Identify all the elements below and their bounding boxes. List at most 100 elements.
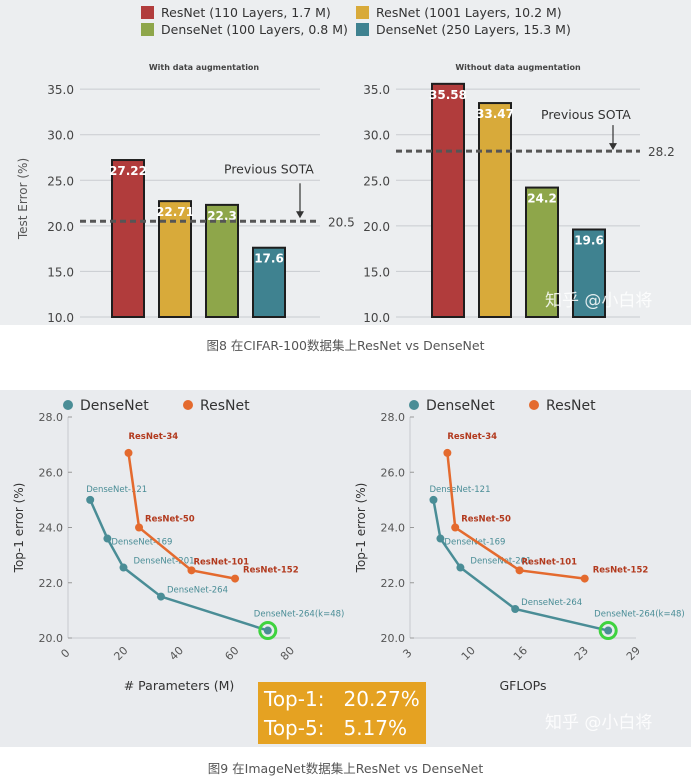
- legend-marker: [409, 400, 419, 410]
- y-tick-label: 15.0: [47, 265, 74, 279]
- top5-result: Top-5: 5.17%: [264, 716, 408, 740]
- x-axis-label: GFLOPs: [499, 678, 546, 693]
- x-tick-label: 23: [572, 644, 591, 663]
- point-label: ResNet-34: [128, 432, 178, 442]
- y-tick-label: 10.0: [363, 311, 390, 325]
- legend-label: DenseNet (250 Layers, 15.3 M): [376, 22, 571, 37]
- bar-value-label: 22.71: [156, 205, 194, 219]
- data-point: [135, 523, 144, 532]
- data-point: [443, 448, 452, 457]
- bar: [431, 82, 465, 318]
- y-tick-label: 25.0: [47, 174, 74, 188]
- x-tick-label: 40: [167, 644, 186, 663]
- figure8-caption: 图8 在CIFAR-100数据集上ResNet vs DenseNet: [206, 338, 485, 353]
- series-line: [127, 452, 236, 580]
- point-label: DenseNet-264: [521, 598, 582, 608]
- data-point: [263, 626, 272, 635]
- x-tick-label: 0: [58, 646, 72, 660]
- y-tick-label: 35.0: [363, 83, 390, 97]
- legend-label: DenseNet: [80, 398, 149, 414]
- data-point: [119, 563, 128, 572]
- data-point: [451, 523, 460, 532]
- x-tick-label: 20: [111, 644, 130, 663]
- highlight-ring: [598, 621, 618, 641]
- x-tick-label: 16: [511, 644, 530, 663]
- x-tick-label: 3: [400, 646, 414, 660]
- sota-arrowhead: [296, 211, 304, 219]
- x-tick-label: 80: [278, 644, 297, 663]
- chart-title: Without data augmentation: [455, 63, 581, 72]
- y-tick-label: 20.0: [39, 632, 64, 645]
- bar: [525, 186, 559, 318]
- point-label: DenseNet-264: [167, 586, 228, 596]
- bar-value-label: 27.22: [109, 164, 147, 178]
- data-point: [103, 534, 112, 543]
- imagenet-result-box: Top-1: 20.27% Top-5: 5.17%: [258, 682, 426, 744]
- point-label: DenseNet-201: [470, 557, 531, 567]
- imagenet-line-charts: 20.0 22.0 24.0 26.0 28.0 0 20 40 60 80 Top-1 error…: [12, 398, 685, 693]
- y-tick-label: 20.0: [363, 220, 390, 234]
- y-axis-label: Top-1 error (%): [12, 483, 26, 574]
- point-label: DenseNet-121: [86, 485, 147, 495]
- bar: [111, 159, 145, 318]
- bar: [252, 246, 286, 319]
- data-point: [86, 495, 95, 504]
- cifar-figure: ResNet (110 Layers, 1.7 M) ResNet (1001 L…: [0, 0, 691, 325]
- watermark-imagenet: 知乎 @小白将: [545, 713, 653, 733]
- legend-swatch: [141, 23, 154, 36]
- point-label: DenseNet-264(k=48): [254, 610, 345, 620]
- legend-swatch: [356, 23, 369, 36]
- point-label: ResNet-50: [145, 515, 195, 525]
- highlight-ring: [258, 621, 278, 641]
- x-tick-label: 10: [459, 644, 478, 663]
- point-label: DenseNet-169: [111, 538, 172, 548]
- data-point: [511, 604, 520, 613]
- data-point: [156, 592, 165, 601]
- point-label: ResNet-34: [447, 432, 497, 442]
- cifar-bar-charts: ResNet (110 Layers, 1.7 M) ResNet (1001 L…: [16, 5, 675, 325]
- bar: [572, 228, 606, 318]
- watermark-cifar: 知乎 @小白将: [545, 291, 653, 311]
- legend-label: DenseNet (100 Layers, 0.8 M): [161, 22, 348, 37]
- point-label: DenseNet-264(k=48): [594, 610, 685, 620]
- top1-result: Top-1: 20.27%: [264, 687, 420, 711]
- legend-marker: [529, 400, 539, 410]
- data-point: [124, 448, 133, 457]
- legend-swatch: [141, 6, 154, 19]
- bar-value-label: 35.58: [429, 88, 467, 102]
- series-line: [446, 452, 585, 580]
- y-tick-label: 24.0: [381, 522, 406, 535]
- chart-title: With data augmentation: [149, 63, 260, 72]
- y-tick-label: 20.0: [381, 632, 406, 645]
- x-tick-label: 60: [222, 644, 241, 663]
- bar-value-label: 24.2: [527, 192, 557, 206]
- y-tick-label: 20.0: [47, 220, 74, 234]
- figure9-caption: 图9 在ImageNet数据集上ResNet vs DenseNet: [207, 761, 484, 776]
- legend-label: ResNet: [546, 398, 596, 414]
- bar: [205, 203, 239, 318]
- y-tick-label: 26.0: [39, 466, 64, 479]
- bar-value-label: 22.3: [207, 209, 237, 223]
- y-axis-label: Top-1 error (%): [354, 483, 368, 574]
- point-label: DenseNet-121: [429, 485, 490, 495]
- legend-marker: [183, 400, 193, 410]
- data-point: [231, 574, 240, 583]
- y-tick-label: 22.0: [39, 577, 64, 590]
- data-point: [187, 566, 196, 575]
- x-tick-label: 29: [624, 644, 643, 663]
- legend-label: ResNet (1001 Layers, 10.2 M): [376, 5, 562, 20]
- sota-value-label: 20.5: [328, 215, 355, 229]
- x-axis-label: # Parameters (M): [124, 678, 235, 693]
- sota-arrowhead: [609, 143, 617, 151]
- bar-value-label: 19.6: [574, 233, 604, 247]
- point-label: ResNet-152: [243, 566, 299, 576]
- legend-marker: [63, 400, 73, 410]
- legend-label: ResNet (110 Layers, 1.7 M): [161, 5, 331, 20]
- y-tick-label: 25.0: [363, 174, 390, 188]
- sota-value-label: 28.2: [648, 145, 675, 159]
- y-tick-label: 35.0: [47, 83, 74, 97]
- y-tick-label: 22.0: [381, 577, 406, 590]
- data-point: [604, 626, 613, 635]
- sota-label: Previous SOTA: [224, 161, 314, 176]
- point-label: ResNet-152: [593, 566, 649, 576]
